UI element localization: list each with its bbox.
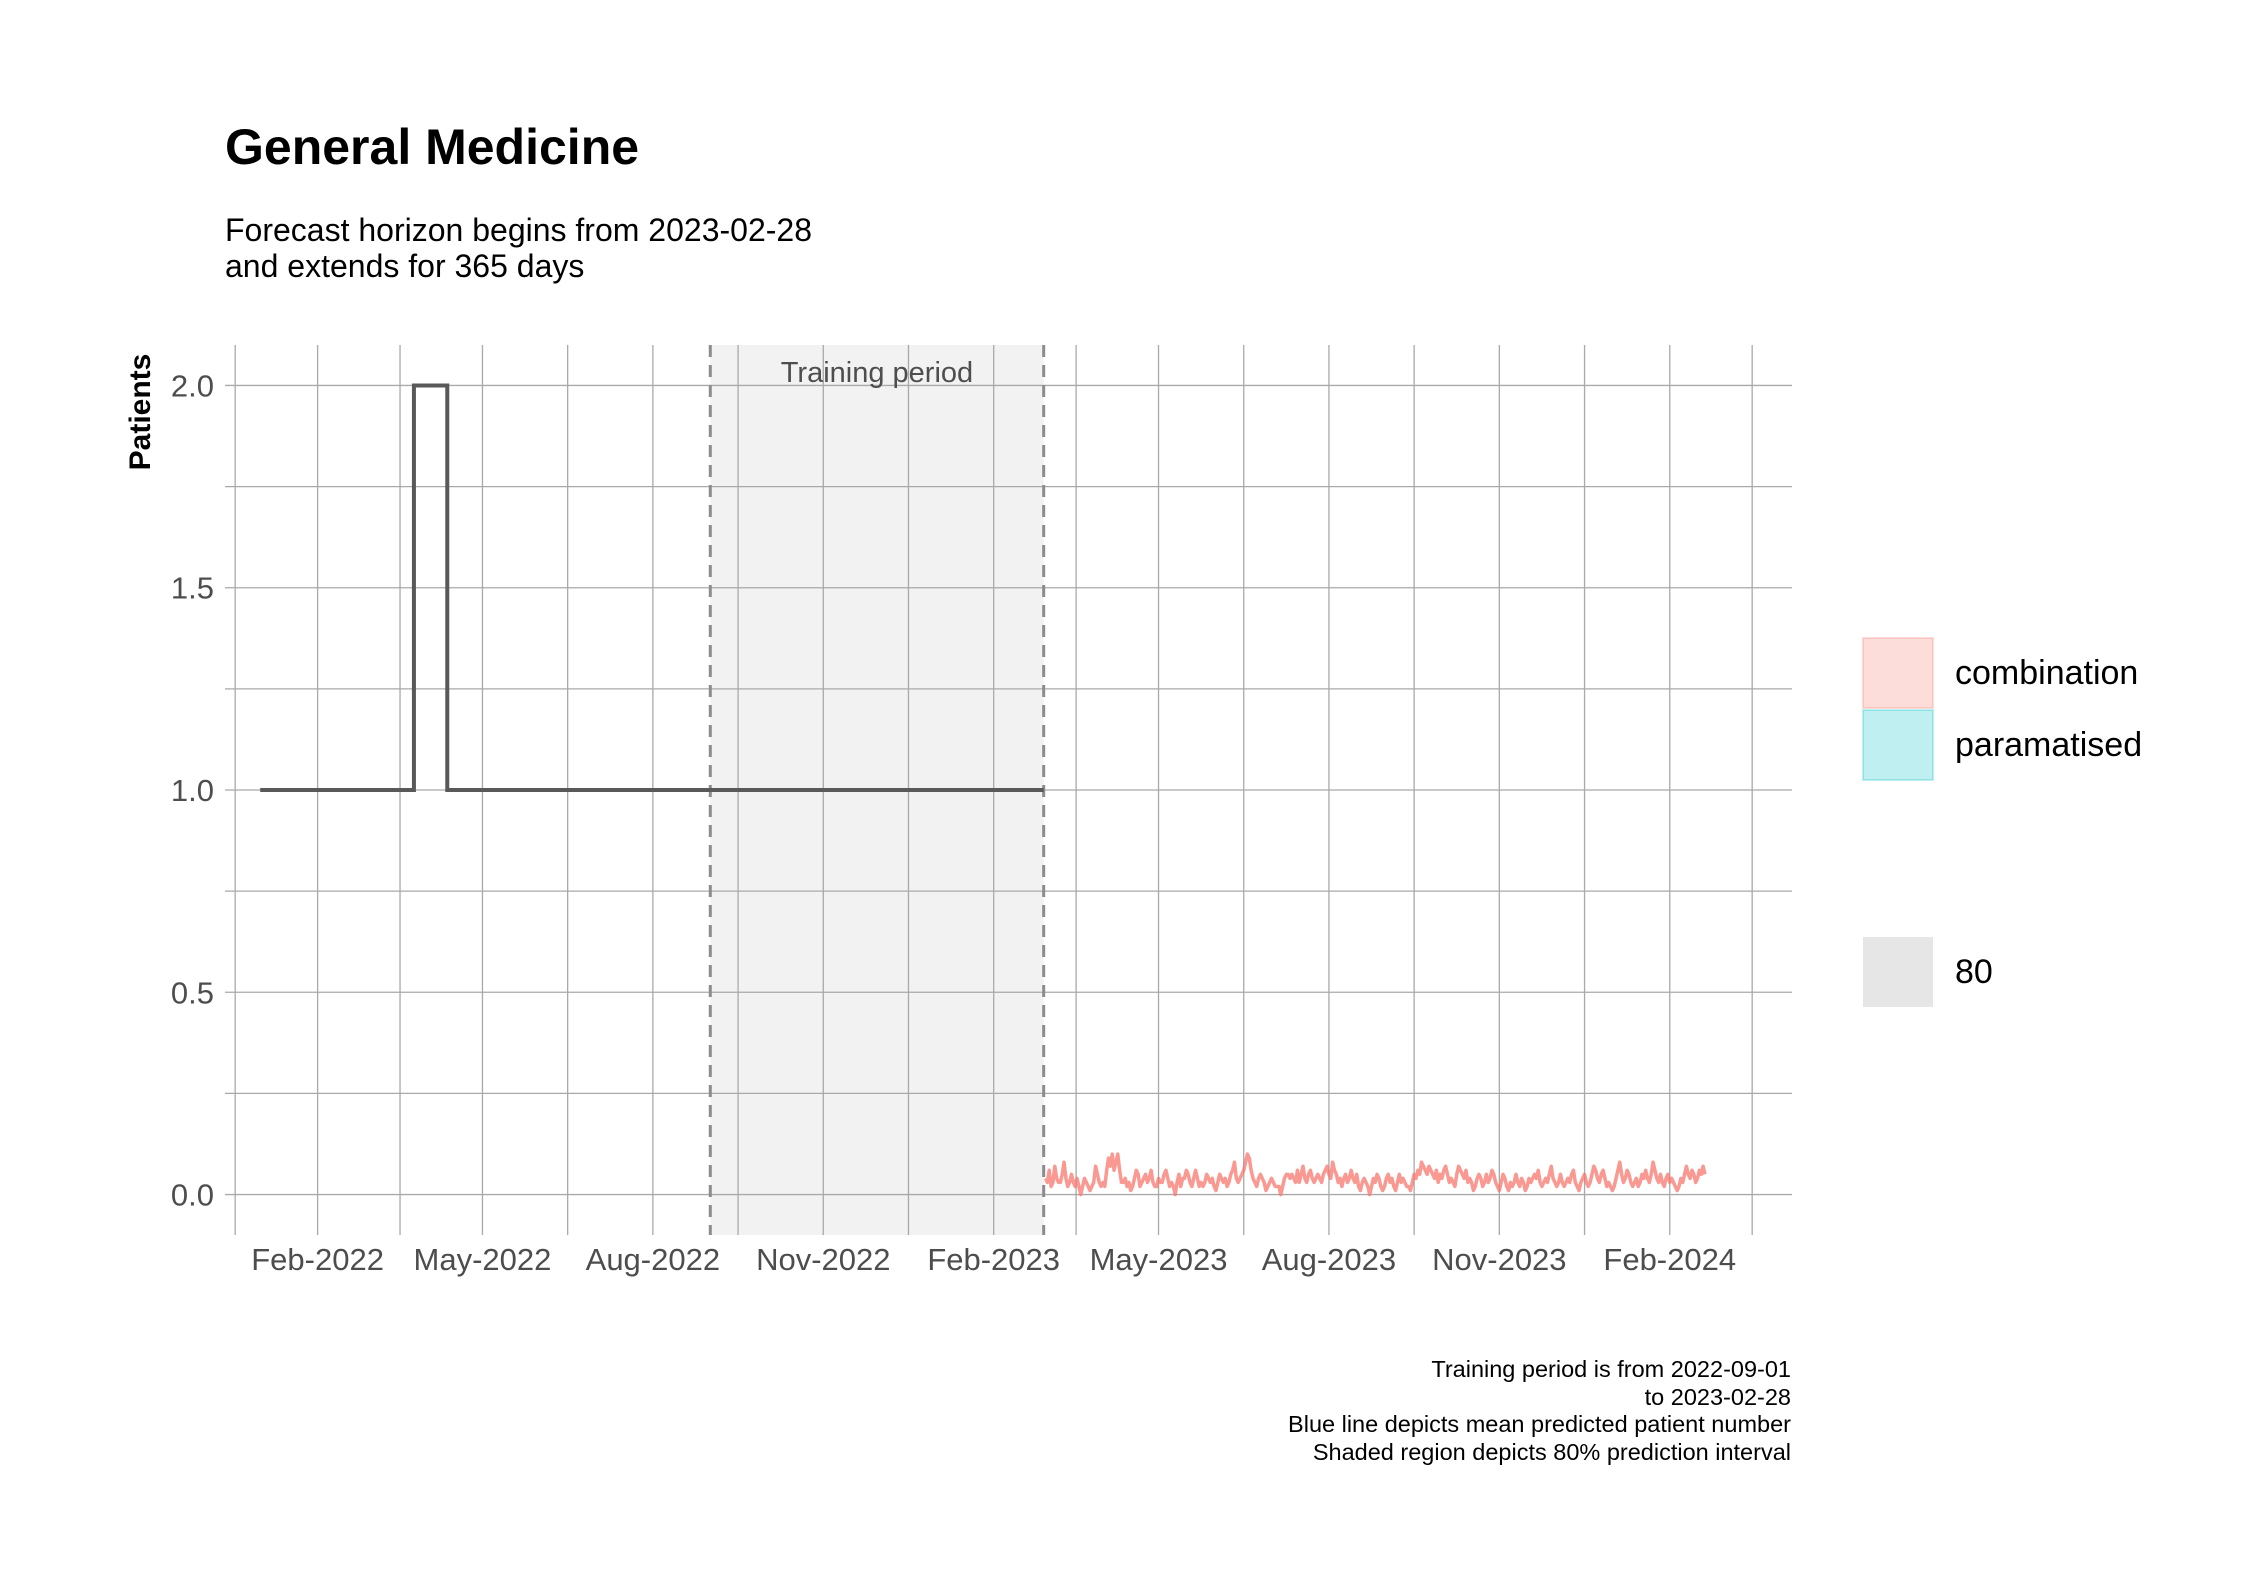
legend-key-paramatised — [1862, 709, 1934, 781]
y-axis-label: Patients — [124, 354, 157, 471]
legend: combination paramatised 80 — [1862, 637, 2142, 1007]
legend-label-level: 80 — [1955, 953, 1993, 991]
y-tick-label: 2.0 — [171, 368, 214, 403]
forecast-series-line — [1043, 1152, 1707, 1197]
subtitle-line: and extends for 365 days — [225, 248, 585, 284]
caption-line: Training period is from 2022-09-01 — [1431, 1356, 1791, 1382]
chart-caption: Training period is from 2022-09-01 to 20… — [1288, 1356, 1791, 1466]
legend-label-paramatised: paramatised — [1955, 726, 2142, 764]
x-tick-label: Feb-2022 — [251, 1242, 384, 1277]
y-tick-label: 0.0 — [171, 1178, 214, 1213]
x-tick-label: May-2022 — [414, 1242, 552, 1277]
subtitle-line: Forecast horizon begins from 2023-02-28 — [225, 212, 812, 248]
caption-line: Shaded region depicts 80% prediction int… — [1312, 1438, 1791, 1465]
caption-line: Blue line depicts mean predicted patient… — [1288, 1411, 1791, 1437]
x-tick-label: May-2023 — [1090, 1242, 1228, 1277]
x-tick-label: Nov-2023 — [1432, 1242, 1566, 1277]
y-tick-label: 1.5 — [171, 571, 214, 606]
legend-key-combination — [1862, 637, 1934, 709]
caption-line: to 2023-02-28 — [1644, 1383, 1791, 1410]
x-tick-label: Feb-2023 — [927, 1242, 1060, 1277]
y-tick-label: 0.5 — [171, 975, 214, 1010]
grid-layer: Training period — [225, 345, 1792, 1235]
x-tick-label: Feb-2024 — [1603, 1242, 1736, 1277]
series-layer — [260, 383, 1707, 1197]
y-tick-label: 1.0 — [171, 773, 214, 808]
x-tick-label: Nov-2022 — [756, 1242, 890, 1277]
y-tick-labels: 0.0 0.5 1.0 1.5 2.0 — [171, 368, 214, 1212]
x-tick-labels: Feb-2022 May-2022 Aug-2022 Nov-2022 Feb-2023… — [251, 1242, 1736, 1277]
training-period-label: Training period — [781, 357, 973, 389]
legend-key-level — [1863, 937, 1933, 1007]
observed-series-line — [260, 383, 1044, 792]
chart-subtitle: Forecast horizon begins from 2023-02-28 … — [225, 212, 812, 284]
x-tick-label: Aug-2023 — [1262, 1242, 1396, 1277]
chart-title: General Medicine — [225, 119, 640, 175]
x-tick-label: Aug-2022 — [586, 1242, 720, 1277]
legend-label-combination: combination — [1955, 654, 2138, 692]
